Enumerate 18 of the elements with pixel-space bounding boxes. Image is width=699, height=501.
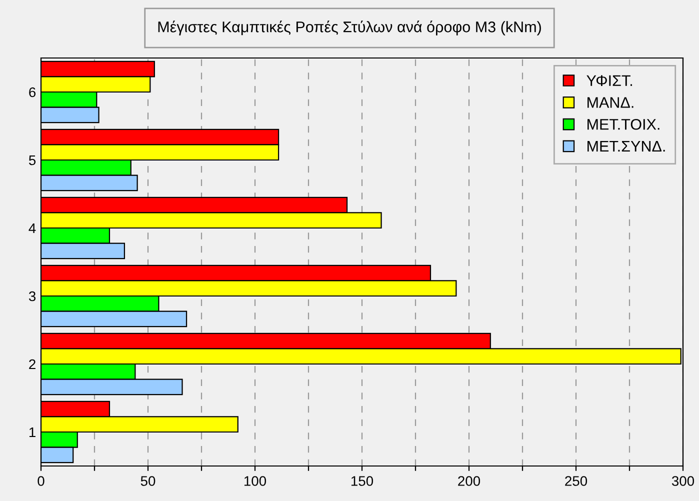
y-tick-label: 6 [29, 87, 36, 98]
y-tick-label: 5 [28, 155, 36, 166]
x-tick-label: 100 [244, 476, 266, 486]
y-tick-label: 4 [28, 223, 36, 234]
x-tick-label: 150 [351, 476, 374, 486]
legend-label: ΜΑΝΔ. [588, 97, 634, 108]
y-tick-label: 1 [29, 427, 36, 438]
legend-label: ΜΕΤ.ΤΟΙΧ. [588, 118, 660, 130]
legend-label: ΥΦΙΣΤ. [586, 75, 632, 86]
x-tick-label: 0 [38, 476, 44, 486]
x-tick-label: 200 [458, 476, 480, 486]
y-tick-label: 3 [28, 291, 36, 302]
y-tick-label: 2 [29, 359, 36, 370]
x-tick-label: 300 [672, 476, 694, 486]
x-tick-label: 50 [140, 476, 156, 486]
x-tick-label: 250 [565, 476, 588, 486]
legend-label: ΜΕΤ.ΣΥΝΔ. [588, 141, 665, 152]
chart-title: Μέγιστες Καμπτικές Ροπές Στύλων ανά όροφο M3 (kNm) [158, 20, 541, 36]
